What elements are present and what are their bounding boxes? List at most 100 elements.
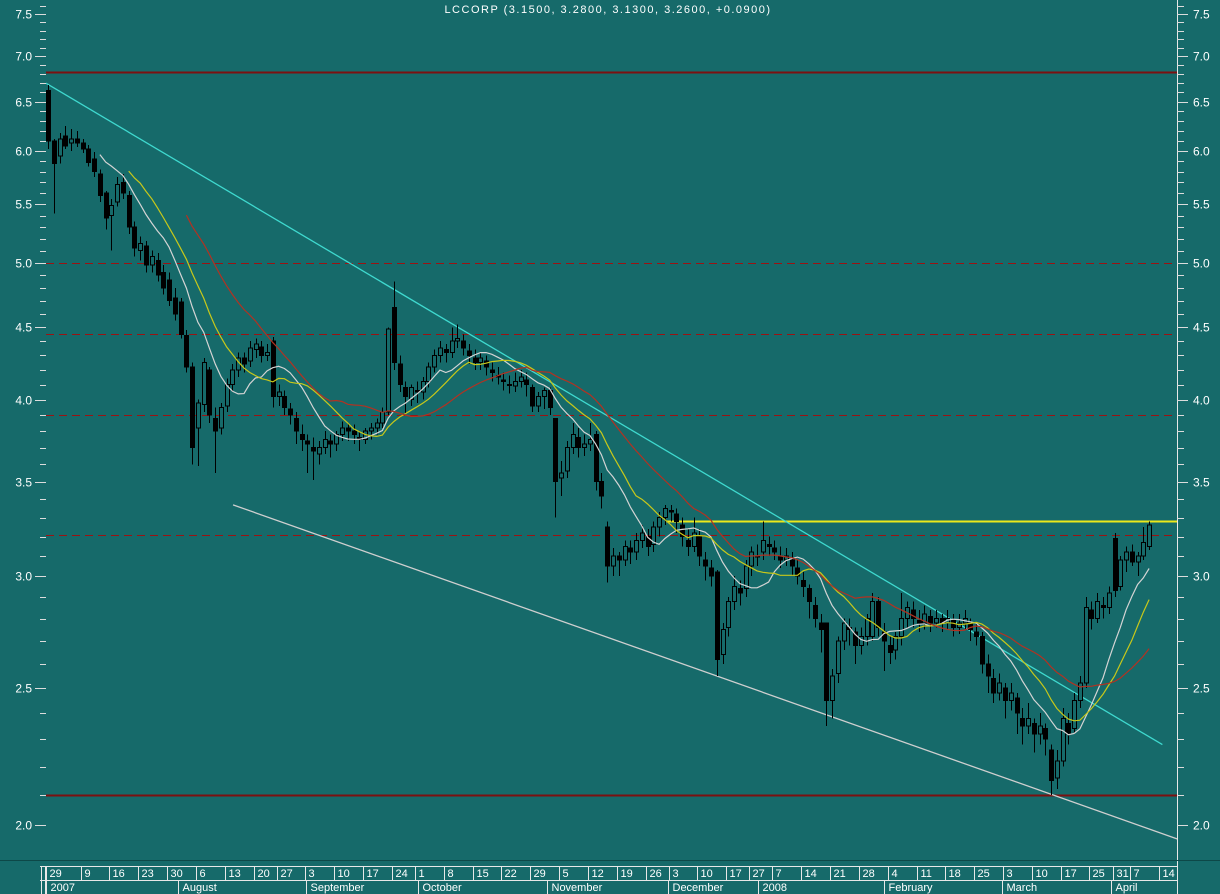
candle [513, 372, 518, 393]
candle [323, 431, 328, 455]
candle [559, 460, 564, 496]
candle [92, 151, 97, 178]
x-tick-label: 9 [85, 868, 91, 880]
candle [571, 423, 576, 455]
candle-body [692, 532, 697, 547]
candle [63, 125, 68, 149]
x-tick-label: 17 [367, 868, 379, 880]
x-tick-label: 17 [1065, 868, 1077, 880]
candle-body [911, 609, 916, 620]
candle-body [1020, 717, 1025, 727]
candle-body [271, 340, 276, 398]
candle-body [1003, 687, 1008, 701]
candle [1078, 675, 1083, 709]
candle-body [213, 417, 218, 432]
y-axis-right: 2.0 2.5 3.0 3.5 4.0 4.5 5.0 5.5 6.0 6.5 7.0 7.5 [1177, 6, 1210, 833]
candle-body [623, 545, 628, 561]
candle-body [870, 600, 875, 637]
candle [605, 521, 610, 583]
candle [715, 570, 720, 676]
candle [300, 424, 305, 451]
candle [311, 437, 316, 480]
candle-body [311, 447, 316, 452]
candle-body [726, 600, 731, 628]
candle-body [461, 340, 466, 349]
candle-body [980, 635, 985, 665]
y-axis-label: 7.0 [1193, 50, 1210, 64]
candle [461, 334, 466, 356]
candle [565, 440, 570, 479]
candle-body [380, 411, 385, 424]
candle [455, 324, 460, 349]
candle-body [1061, 717, 1066, 762]
candle [317, 440, 322, 465]
candle-body [386, 328, 391, 413]
candle [738, 580, 743, 606]
candle [144, 241, 149, 273]
candle-body [611, 555, 616, 567]
month-label: September [311, 882, 365, 894]
candle [196, 399, 201, 467]
candle-body [121, 181, 126, 194]
moving-averages [99, 154, 1150, 736]
x-tick-label: 6 [200, 868, 206, 880]
candle [438, 341, 443, 363]
candle [473, 349, 478, 370]
candle-body [167, 279, 172, 302]
candle [490, 362, 495, 382]
candle [1141, 527, 1146, 561]
candle [651, 521, 656, 553]
month-label: December [673, 882, 724, 894]
x-tick-label: 23 [142, 868, 154, 880]
y-axis-label: 5.5 [15, 198, 32, 212]
candle-body [144, 245, 149, 266]
candle [248, 341, 253, 367]
candle-body [1124, 551, 1129, 561]
x-tick-label: 25 [1093, 868, 1105, 880]
candle [1107, 586, 1112, 615]
candle [553, 417, 558, 518]
candle [46, 85, 51, 149]
candle [732, 576, 737, 610]
x-tick-label: 14 [1163, 868, 1175, 880]
candle-body [859, 635, 864, 646]
candle [294, 412, 299, 445]
candle-body [749, 551, 754, 567]
candle-body [473, 357, 478, 364]
candle [767, 536, 772, 557]
x-tick-label: 7 [776, 868, 782, 880]
candle [853, 627, 858, 665]
candle [1118, 556, 1123, 591]
y-axis-label: 2.5 [15, 682, 32, 696]
x-tick-label: 10 [338, 868, 350, 880]
y-axis-label: 7.0 [15, 50, 32, 64]
candle [997, 673, 1002, 701]
candle-body [190, 366, 195, 449]
candle-body [127, 194, 132, 228]
candle-body [680, 524, 685, 538]
candle-body [657, 517, 662, 528]
candle-body [686, 539, 691, 547]
candle [409, 384, 414, 406]
ma-medium [128, 170, 1150, 722]
candle-body [617, 555, 622, 561]
candle-body [588, 438, 593, 445]
x-tick-label: 20 [258, 868, 270, 880]
candle-body [986, 663, 991, 677]
y-axis-label: 6.0 [15, 145, 32, 159]
candle [795, 560, 800, 585]
chart-title: LCCORP (3.1500, 3.2800, 3.1300, 3.2600, … [444, 4, 771, 16]
candle-body [403, 387, 408, 398]
candle-body [703, 559, 708, 567]
y-axis-label: 5.0 [15, 257, 32, 271]
month-label: November [552, 882, 603, 894]
candle [530, 384, 535, 413]
candle-body [571, 433, 576, 449]
candle-body [865, 618, 870, 637]
candle [617, 552, 622, 577]
level-lines [45, 71, 1178, 797]
candle [1038, 713, 1043, 745]
candle-body [317, 447, 322, 455]
